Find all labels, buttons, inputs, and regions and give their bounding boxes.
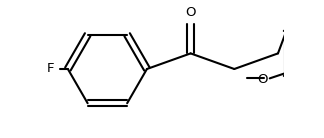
Text: O: O [257,73,268,86]
Text: F: F [47,63,54,75]
Text: O: O [185,6,196,19]
